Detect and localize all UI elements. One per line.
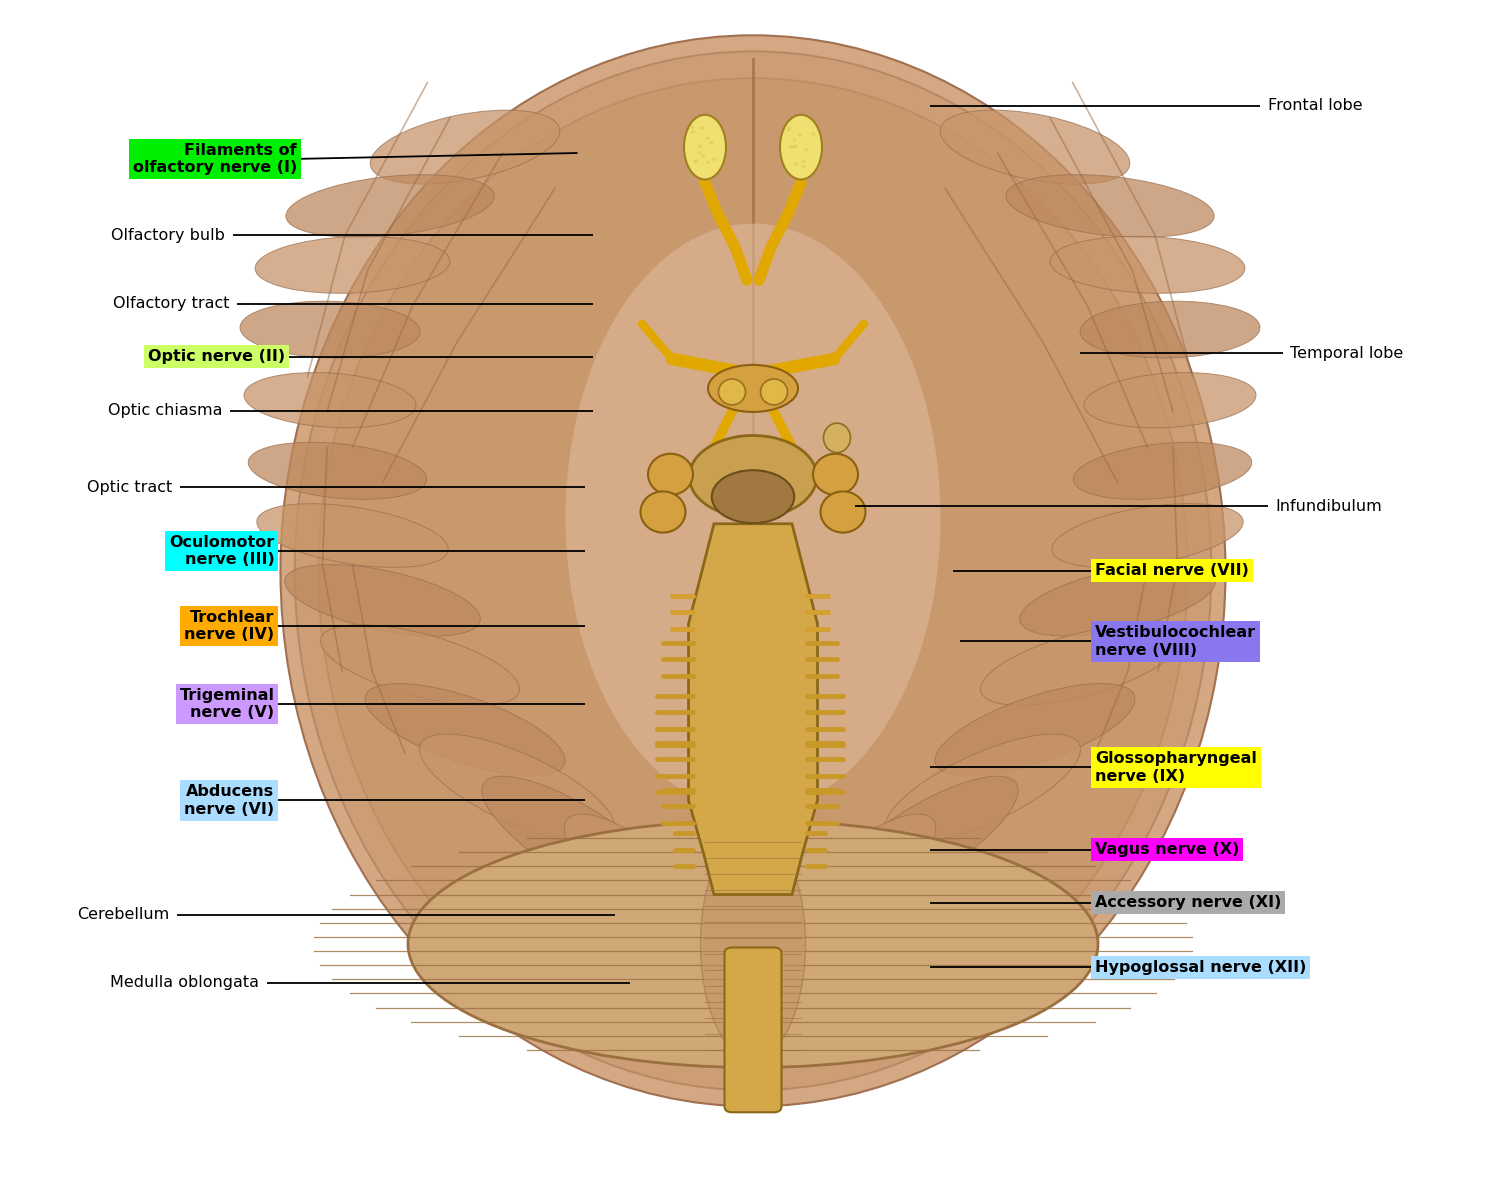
Ellipse shape bbox=[692, 129, 696, 133]
Ellipse shape bbox=[240, 301, 420, 358]
Ellipse shape bbox=[244, 373, 416, 427]
Text: Oculomotor
nerve (III): Oculomotor nerve (III) bbox=[170, 534, 274, 567]
Ellipse shape bbox=[774, 814, 936, 951]
Ellipse shape bbox=[699, 126, 703, 129]
Polygon shape bbox=[688, 524, 818, 895]
Ellipse shape bbox=[821, 492, 866, 533]
Text: Temporal lobe: Temporal lobe bbox=[1290, 346, 1404, 360]
Ellipse shape bbox=[698, 151, 702, 154]
Ellipse shape bbox=[801, 159, 806, 162]
Ellipse shape bbox=[1050, 237, 1245, 293]
Text: Cerebellum: Cerebellum bbox=[76, 907, 170, 922]
Ellipse shape bbox=[824, 424, 850, 453]
Ellipse shape bbox=[693, 160, 698, 164]
Ellipse shape bbox=[790, 145, 795, 148]
Text: Glossopharyngeal
nerve (IX): Glossopharyngeal nerve (IX) bbox=[1095, 751, 1257, 784]
Ellipse shape bbox=[801, 165, 806, 168]
Ellipse shape bbox=[789, 146, 794, 149]
Ellipse shape bbox=[708, 365, 798, 412]
Text: Infundibulum: Infundibulum bbox=[1275, 499, 1382, 513]
Ellipse shape bbox=[1007, 174, 1214, 238]
Ellipse shape bbox=[934, 684, 1136, 776]
Ellipse shape bbox=[248, 443, 427, 499]
Ellipse shape bbox=[370, 111, 560, 184]
Ellipse shape bbox=[364, 684, 566, 776]
Ellipse shape bbox=[566, 224, 940, 812]
Text: Accessory nerve (XI): Accessory nerve (XI) bbox=[1095, 896, 1281, 910]
Ellipse shape bbox=[885, 734, 1080, 843]
Ellipse shape bbox=[482, 776, 674, 907]
Text: Abducens
nerve (VI): Abducens nerve (VI) bbox=[184, 784, 274, 817]
Ellipse shape bbox=[318, 78, 1188, 1064]
Ellipse shape bbox=[648, 454, 693, 494]
Ellipse shape bbox=[710, 141, 714, 145]
Ellipse shape bbox=[981, 625, 1179, 705]
Text: Trochlear
nerve (IV): Trochlear nerve (IV) bbox=[184, 610, 274, 643]
Ellipse shape bbox=[792, 139, 796, 142]
Ellipse shape bbox=[564, 814, 726, 951]
Ellipse shape bbox=[706, 160, 711, 164]
Ellipse shape bbox=[760, 379, 788, 405]
Ellipse shape bbox=[718, 379, 746, 405]
Ellipse shape bbox=[1020, 565, 1215, 636]
Ellipse shape bbox=[705, 137, 710, 140]
Ellipse shape bbox=[408, 820, 1098, 1068]
Text: Filaments of
olfactory nerve (I): Filaments of olfactory nerve (I) bbox=[132, 142, 297, 175]
Text: Frontal lobe: Frontal lobe bbox=[1268, 99, 1362, 113]
Ellipse shape bbox=[786, 128, 790, 132]
Ellipse shape bbox=[1080, 301, 1260, 358]
Text: Olfactory tract: Olfactory tract bbox=[112, 297, 230, 311]
Text: Hypoglossal nerve (XII): Hypoglossal nerve (XII) bbox=[1095, 960, 1306, 975]
Ellipse shape bbox=[1052, 504, 1244, 567]
Text: Vestibulocochlear
nerve (VIII): Vestibulocochlear nerve (VIII) bbox=[1095, 625, 1256, 658]
Text: Optic nerve (II): Optic nerve (II) bbox=[148, 350, 285, 364]
Ellipse shape bbox=[694, 159, 699, 162]
Ellipse shape bbox=[420, 734, 615, 843]
Ellipse shape bbox=[285, 565, 480, 636]
Ellipse shape bbox=[294, 52, 1212, 1090]
Text: Trigeminal
nerve (V): Trigeminal nerve (V) bbox=[180, 687, 274, 720]
Ellipse shape bbox=[812, 132, 816, 135]
Ellipse shape bbox=[256, 504, 448, 567]
Ellipse shape bbox=[711, 158, 716, 161]
Ellipse shape bbox=[280, 35, 1226, 1106]
Ellipse shape bbox=[780, 114, 822, 179]
Ellipse shape bbox=[1084, 373, 1256, 427]
Ellipse shape bbox=[700, 154, 705, 158]
Ellipse shape bbox=[794, 162, 798, 166]
Text: Optic chiasma: Optic chiasma bbox=[108, 404, 222, 418]
Text: Medulla oblongata: Medulla oblongata bbox=[111, 976, 260, 990]
Ellipse shape bbox=[690, 126, 694, 129]
FancyBboxPatch shape bbox=[724, 947, 782, 1112]
Text: Optic tract: Optic tract bbox=[87, 480, 172, 494]
Ellipse shape bbox=[286, 174, 494, 238]
Ellipse shape bbox=[711, 471, 795, 523]
Ellipse shape bbox=[321, 625, 519, 705]
Ellipse shape bbox=[804, 148, 808, 152]
Ellipse shape bbox=[827, 776, 1019, 907]
Ellipse shape bbox=[1072, 443, 1252, 499]
Ellipse shape bbox=[698, 145, 702, 148]
Ellipse shape bbox=[794, 145, 798, 148]
Ellipse shape bbox=[684, 114, 726, 179]
Ellipse shape bbox=[813, 454, 858, 494]
Text: Vagus nerve (X): Vagus nerve (X) bbox=[1095, 843, 1239, 857]
Ellipse shape bbox=[688, 435, 816, 518]
Ellipse shape bbox=[700, 829, 806, 1059]
Ellipse shape bbox=[640, 492, 686, 533]
Ellipse shape bbox=[940, 111, 1130, 184]
Text: Facial nerve (VII): Facial nerve (VII) bbox=[1095, 564, 1250, 578]
Ellipse shape bbox=[798, 133, 802, 137]
Ellipse shape bbox=[788, 126, 792, 129]
Ellipse shape bbox=[255, 237, 450, 293]
Text: Olfactory bulb: Olfactory bulb bbox=[111, 228, 225, 242]
